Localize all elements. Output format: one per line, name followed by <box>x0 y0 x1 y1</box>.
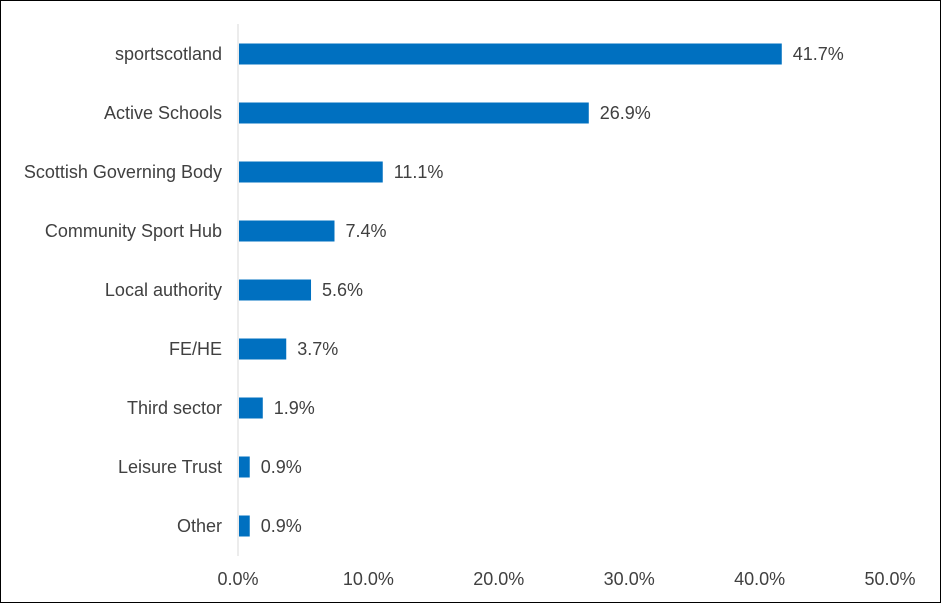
x-tick-label: 50.0% <box>864 569 915 589</box>
category-label: FE/HE <box>169 339 222 359</box>
category-label: sportscotland <box>115 44 222 64</box>
bar <box>239 220 335 242</box>
data-label: 1.9% <box>274 398 315 418</box>
bar <box>239 161 383 183</box>
bars-group <box>239 43 782 537</box>
category-label: Third sector <box>127 398 222 418</box>
bar <box>239 515 250 537</box>
category-label: Scottish Governing Body <box>24 162 222 182</box>
category-label: Active Schools <box>104 103 222 123</box>
data-label: 41.7% <box>793 44 844 64</box>
data-label: 11.1% <box>394 162 444 182</box>
bar <box>239 397 263 419</box>
category-label: Leisure Trust <box>118 457 222 477</box>
data-label: 3.7% <box>297 339 338 359</box>
bar <box>239 102 589 124</box>
x-tick-label: 20.0% <box>473 569 524 589</box>
category-label: Local authority <box>105 280 222 300</box>
category-label: Other <box>177 516 222 536</box>
bar <box>239 279 312 301</box>
x-tick-label: 40.0% <box>734 569 785 589</box>
data-labels-group: 41.7% 26.9% 11.1% 7.4% 5.6% 3.7% 1.9% 0.9% 0.9% <box>261 44 844 536</box>
bar <box>239 43 782 65</box>
category-labels-group: sportscotland Active Schools Scottish Gove… <box>24 44 222 536</box>
x-tick-label: 0.0% <box>217 569 258 589</box>
bar <box>239 456 250 478</box>
x-tick-label: 10.0% <box>343 569 394 589</box>
category-label: Community Sport Hub <box>45 221 222 241</box>
bar <box>239 338 287 360</box>
data-label: 0.9% <box>261 516 302 536</box>
data-label: 0.9% <box>261 457 302 477</box>
data-label: 7.4% <box>345 221 386 241</box>
data-label: 26.9% <box>600 103 651 123</box>
x-tick-label: 30.0% <box>604 569 655 589</box>
data-label: 5.6% <box>322 280 363 300</box>
x-tick-labels-group: 0.0% 10.0% 20.0% 30.0% 40.0% 50.0% <box>217 569 915 589</box>
